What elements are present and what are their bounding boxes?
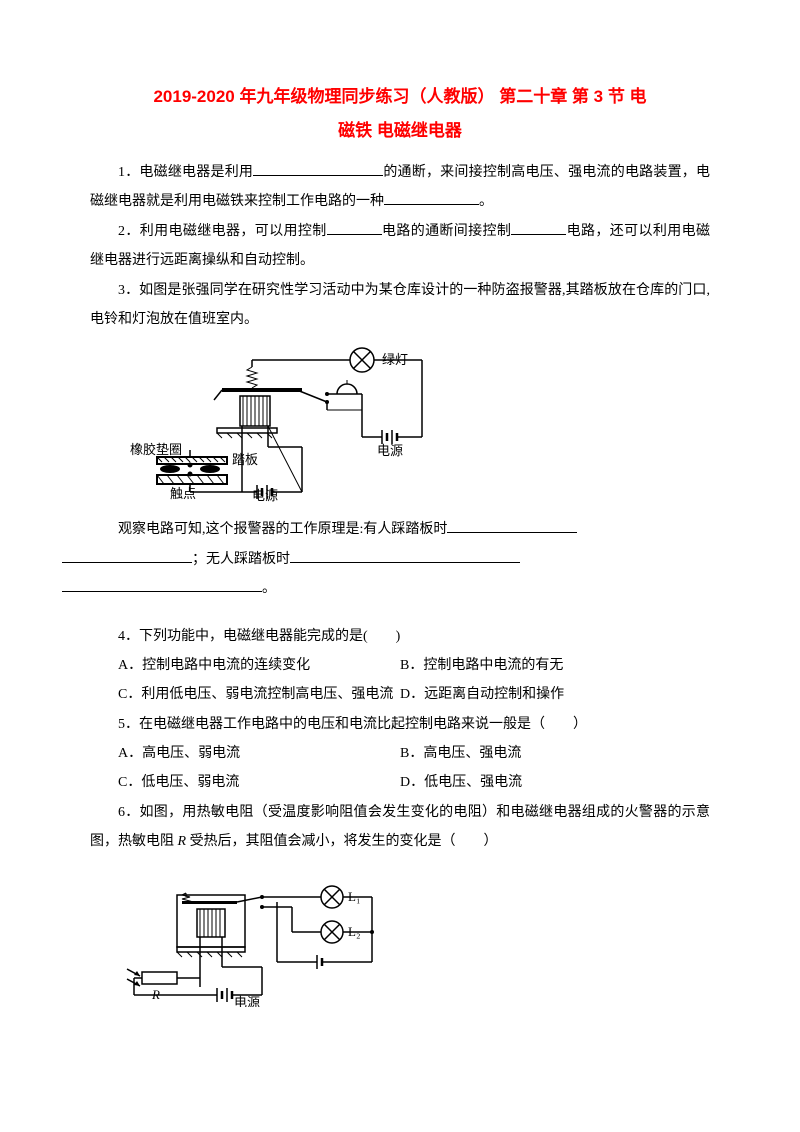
title-line-1: 2019-2020 年九年级物理同步练习（人教版） 第二十章 第 3 节 电 bbox=[90, 80, 710, 114]
q3-blank-1 bbox=[447, 518, 577, 533]
q1-end: 。 bbox=[479, 194, 493, 209]
label-rubber: 橡胶垫圈 bbox=[130, 442, 182, 457]
question-5-options: A．高电压、弱电流 B．高电压、强电流 C．低电压、弱电流 D．低电压、强电流 bbox=[90, 739, 710, 798]
label-source-1: 电源 bbox=[252, 488, 278, 502]
q6-post: 受热后，其阻值会减小，将发生的变化是（ ） bbox=[186, 834, 498, 849]
q4-opt-d: D．远距离自动控制和操作 bbox=[400, 680, 710, 709]
q6-R: R bbox=[178, 834, 187, 849]
q1-blank-1 bbox=[253, 161, 383, 176]
figure-1: 绿灯 bbox=[122, 342, 710, 507]
q2-blank-2 bbox=[511, 219, 566, 234]
label-source-2: 电源 bbox=[377, 443, 403, 458]
q5-opt-d: D．低电压、强电流 bbox=[400, 768, 710, 797]
q1-pre: 1．电磁继电器是利用 bbox=[118, 165, 253, 180]
label-source-ctrl: 电源 bbox=[234, 995, 260, 1007]
q3-blank-2 bbox=[290, 547, 520, 562]
q3-obs-end: 。 bbox=[262, 581, 276, 596]
q4-opt-c: C．利用低电压、弱电流控制高电压、强电流 bbox=[90, 680, 400, 709]
q3-obs-pre: 观察电路可知,这个报警器的工作原理是:有人踩踏板时 bbox=[118, 522, 447, 537]
q3-blank-3 bbox=[62, 577, 262, 592]
label-contact: 触点 bbox=[170, 486, 196, 501]
q3-blank-1b bbox=[62, 547, 192, 562]
figure-2: L₁ L₂ R bbox=[122, 877, 710, 1012]
q1-blank-2 bbox=[384, 190, 479, 205]
question-1: 1．电磁继电器是利用的通断，来间接控制高电压、强电流的电路装置，电磁继电器就是利… bbox=[90, 158, 710, 217]
q2-blank-1 bbox=[327, 219, 382, 234]
q5-opt-c: C．低电压、弱电流 bbox=[90, 768, 400, 797]
q2-mid1: 电路的通断间接控制 bbox=[382, 224, 512, 239]
q2-pre: 2．利用电磁继电器，可以用控制 bbox=[118, 224, 327, 239]
label-pedal: 踏板 bbox=[232, 452, 258, 467]
question-4-options: A．控制电路中电流的连续变化 B．控制电路中电流的有无 C．利用低电压、弱电流控… bbox=[90, 651, 710, 710]
q4-opt-a: A．控制电路中电流的连续变化 bbox=[90, 651, 400, 680]
question-6-stem: 6．如图，用热敏电阻（受温度影响阻值会发生变化的电阻）和电磁继电器组成的火警器的… bbox=[90, 798, 710, 857]
question-3-observe: 观察电路可知,这个报警器的工作原理是:有人踩踏板时 ；无人踩踏板时 。 bbox=[90, 515, 710, 603]
title-line-2: 磁铁 电磁继电器 bbox=[90, 114, 710, 148]
q4-opt-b: B．控制电路中电流的有无 bbox=[400, 651, 710, 680]
q5-opt-b: B．高电压、强电流 bbox=[400, 739, 710, 768]
q3-obs-mid: ；无人踩踏板时 bbox=[192, 552, 290, 567]
question-4-stem: 4．下列功能中，电磁继电器能完成的是( ) bbox=[90, 622, 710, 651]
question-5-stem: 5．在电磁继电器工作电路中的电压和电流比起控制电路来说一般是（ ） bbox=[90, 710, 710, 739]
question-3: 3．如图是张强同学在研究性学习活动中为某仓库设计的一种防盗报警器,其踏板放在仓库… bbox=[90, 276, 710, 335]
q5-opt-a: A．高电压、弱电流 bbox=[90, 739, 400, 768]
question-2: 2．利用电磁继电器，可以用控制电路的通断间接控制电路，还可以利用电磁继电器进行远… bbox=[90, 217, 710, 276]
